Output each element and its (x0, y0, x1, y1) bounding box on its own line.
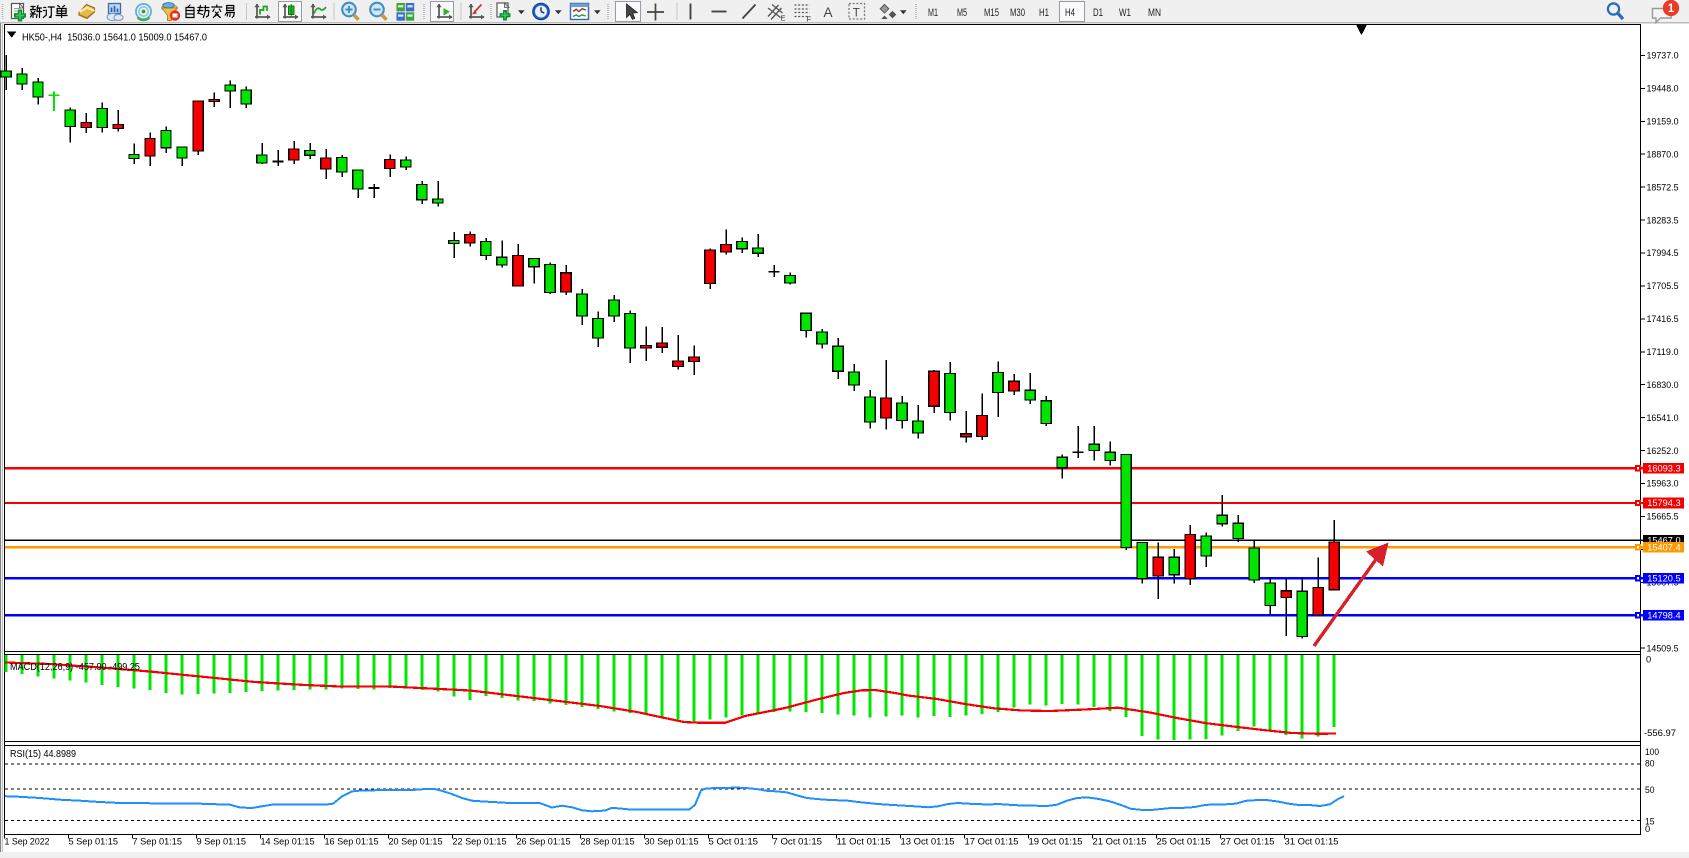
svg-text:15120.5: 15120.5 (1647, 574, 1681, 584)
svg-text:HK50-,H4 15036.0 15641.0 1500: HK50-,H4 15036.0 15641.0 15009.0 15467.0 (22, 33, 207, 44)
svg-text:0: 0 (1645, 824, 1650, 834)
svg-text:9 Sep 01:15: 9 Sep 01:15 (197, 837, 247, 847)
svg-text:19448.0: 19448.0 (1647, 84, 1679, 94)
svg-text:E: E (781, 14, 786, 23)
svg-text:16541.0: 16541.0 (1647, 413, 1679, 423)
svg-text:7 Oct 01:15: 7 Oct 01:15 (773, 837, 823, 847)
svg-text:27 Oct 01:15: 27 Oct 01:15 (1221, 837, 1275, 847)
svg-text:17 Oct 01:15: 17 Oct 01:15 (965, 837, 1019, 847)
svg-text:5 Oct 01:15: 5 Oct 01:15 (709, 837, 759, 847)
svg-text:M5: M5 (957, 7, 967, 19)
svg-text:17119.0: 17119.0 (1647, 347, 1679, 357)
svg-text:18572.5: 18572.5 (1647, 182, 1679, 192)
svg-text:D1: D1 (1093, 7, 1103, 19)
svg-text:W1: W1 (1119, 7, 1131, 19)
svg-text:7 Sep 01:15: 7 Sep 01:15 (133, 837, 183, 847)
svg-text:M15: M15 (984, 7, 999, 19)
svg-text:13 Oct 01:15: 13 Oct 01:15 (901, 837, 955, 847)
svg-text:H1: H1 (1039, 7, 1049, 19)
svg-text:17994.5: 17994.5 (1647, 248, 1679, 258)
svg-text:16252.0: 16252.0 (1647, 446, 1679, 456)
svg-text:1 Sep 2022: 1 Sep 2022 (5, 837, 50, 847)
svg-text:21 Oct 01:15: 21 Oct 01:15 (1093, 837, 1147, 847)
svg-text:25 Oct 01:15: 25 Oct 01:15 (1157, 837, 1211, 847)
svg-text:T: T (853, 8, 860, 20)
svg-text:5 Sep 01:15: 5 Sep 01:15 (69, 837, 119, 847)
svg-text:RSI(15) 44.8989: RSI(15) 44.8989 (10, 749, 76, 760)
svg-text:16 Sep 01:15: 16 Sep 01:15 (325, 837, 379, 847)
svg-text:11 Oct 01:15: 11 Oct 01:15 (837, 837, 891, 847)
svg-text:30 Sep 01:15: 30 Sep 01:15 (645, 837, 699, 847)
svg-text:14798.4: 14798.4 (1647, 610, 1681, 620)
svg-text:1: 1 (1668, 3, 1675, 15)
svg-text:18283.5: 18283.5 (1647, 215, 1679, 225)
svg-text:50: 50 (1645, 785, 1655, 795)
svg-text:15794.3: 15794.3 (1647, 498, 1681, 508)
svg-text:19737.0: 19737.0 (1647, 51, 1679, 61)
svg-text:F: F (807, 15, 812, 24)
svg-text:20 Sep 01:15: 20 Sep 01:15 (389, 837, 443, 847)
svg-text:100: 100 (1645, 747, 1659, 757)
svg-text:22 Sep 01:15: 22 Sep 01:15 (453, 837, 507, 847)
svg-text:H4: H4 (1065, 7, 1075, 19)
svg-text:14509.5: 14509.5 (1647, 643, 1679, 653)
svg-text:16830.0: 16830.0 (1647, 380, 1679, 390)
svg-text:15963.0: 15963.0 (1647, 479, 1679, 489)
svg-text:26 Sep 01:15: 26 Sep 01:15 (517, 837, 571, 847)
svg-text:19159.0: 19159.0 (1647, 116, 1679, 126)
svg-text:15665.5: 15665.5 (1647, 512, 1679, 522)
svg-text:-556.97: -556.97 (1644, 728, 1676, 738)
svg-text:80: 80 (1645, 759, 1655, 769)
svg-text:17705.5: 17705.5 (1647, 281, 1679, 291)
svg-text:0: 0 (1646, 654, 1651, 664)
svg-text:MACD(12,26,9) -457.90 -499.25: MACD(12,26,9) -457.90 -499.25 (10, 662, 140, 673)
svg-text:15467.0: 15467.0 (1647, 536, 1681, 546)
svg-text:A: A (824, 5, 833, 20)
svg-text:M30: M30 (1010, 7, 1025, 19)
svg-text:14 Sep 01:15: 14 Sep 01:15 (261, 837, 315, 847)
svg-text:31 Oct 01:15: 31 Oct 01:15 (1285, 837, 1339, 847)
svg-text:MN: MN (1148, 7, 1161, 19)
svg-text:15: 15 (1645, 816, 1655, 826)
svg-text:M1: M1 (928, 7, 938, 19)
svg-text:18870.0: 18870.0 (1647, 149, 1679, 159)
svg-text:16093.3: 16093.3 (1647, 464, 1681, 474)
svg-text:17416.5: 17416.5 (1647, 314, 1679, 324)
svg-text:19 Oct 01:15: 19 Oct 01:15 (1029, 837, 1083, 847)
svg-text:28 Sep 01:15: 28 Sep 01:15 (581, 837, 635, 847)
svg-text:15407.4: 15407.4 (1647, 542, 1681, 552)
